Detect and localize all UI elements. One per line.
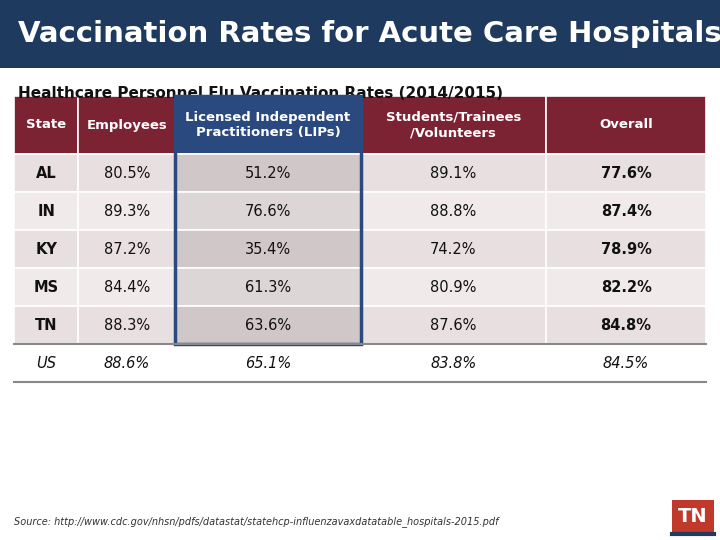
- Bar: [546, 230, 706, 268]
- Text: 84.4%: 84.4%: [104, 280, 150, 294]
- Bar: [175, 230, 361, 268]
- Text: Healthcare Personnel Flu Vaccination Rates (2014/2015): Healthcare Personnel Flu Vaccination Rat…: [18, 86, 503, 101]
- Bar: [78, 344, 175, 382]
- Bar: [361, 154, 546, 192]
- Text: Vaccination Rates for Acute Care Hospitals: Vaccination Rates for Acute Care Hospita…: [18, 20, 720, 48]
- Text: Overall: Overall: [599, 118, 653, 132]
- Bar: [175, 344, 361, 382]
- Text: Students/Trainees
/Volunteers: Students/Trainees /Volunteers: [386, 111, 521, 139]
- Bar: [361, 268, 546, 306]
- Bar: [361, 344, 546, 382]
- Bar: [546, 192, 706, 230]
- Text: 51.2%: 51.2%: [245, 165, 291, 180]
- Text: 82.2%: 82.2%: [600, 280, 652, 294]
- Bar: [78, 192, 175, 230]
- Bar: [672, 500, 714, 534]
- Text: 80.5%: 80.5%: [104, 165, 150, 180]
- Text: 89.3%: 89.3%: [104, 204, 150, 219]
- Text: State: State: [26, 118, 66, 132]
- Text: 61.3%: 61.3%: [245, 280, 291, 294]
- Text: 83.8%: 83.8%: [431, 355, 477, 370]
- Text: Licensed Independent
Practitioners (LIPs): Licensed Independent Practitioners (LIPs…: [186, 111, 351, 139]
- Text: 87.2%: 87.2%: [104, 241, 150, 256]
- Text: 88.3%: 88.3%: [104, 318, 150, 333]
- Bar: [14, 96, 78, 154]
- Bar: [175, 268, 361, 306]
- Bar: [175, 192, 361, 230]
- Bar: [14, 344, 78, 382]
- Bar: [14, 230, 78, 268]
- Text: 74.2%: 74.2%: [430, 241, 477, 256]
- Bar: [14, 192, 78, 230]
- Text: TN: TN: [678, 507, 708, 525]
- Bar: [175, 154, 361, 192]
- Text: 63.6%: 63.6%: [245, 318, 291, 333]
- Bar: [546, 268, 706, 306]
- Bar: [78, 230, 175, 268]
- Bar: [0, 0, 720, 68]
- Text: 84.8%: 84.8%: [600, 318, 652, 333]
- Bar: [361, 192, 546, 230]
- Text: 89.1%: 89.1%: [431, 165, 477, 180]
- Bar: [78, 154, 175, 192]
- Text: 78.9%: 78.9%: [600, 241, 652, 256]
- Bar: [175, 96, 361, 344]
- Bar: [361, 230, 546, 268]
- Bar: [14, 268, 78, 306]
- Text: TN: TN: [35, 318, 58, 333]
- Text: 80.9%: 80.9%: [431, 280, 477, 294]
- Bar: [546, 344, 706, 382]
- Bar: [361, 96, 546, 154]
- Bar: [175, 306, 361, 344]
- Text: 87.6%: 87.6%: [431, 318, 477, 333]
- Bar: [78, 96, 175, 154]
- Bar: [361, 306, 546, 344]
- Bar: [78, 268, 175, 306]
- Bar: [546, 154, 706, 192]
- Text: 76.6%: 76.6%: [245, 204, 291, 219]
- Text: Employees: Employees: [86, 118, 167, 132]
- Bar: [14, 306, 78, 344]
- Text: MS: MS: [34, 280, 59, 294]
- Text: 88.6%: 88.6%: [104, 355, 150, 370]
- Text: 84.5%: 84.5%: [603, 355, 649, 370]
- Text: 77.6%: 77.6%: [600, 165, 652, 180]
- Text: AL: AL: [36, 165, 57, 180]
- Bar: [175, 96, 361, 154]
- Bar: [546, 306, 706, 344]
- Bar: [14, 154, 78, 192]
- Text: US: US: [36, 355, 56, 370]
- Bar: [546, 96, 706, 154]
- Text: 88.8%: 88.8%: [431, 204, 477, 219]
- Text: 35.4%: 35.4%: [245, 241, 291, 256]
- Text: 65.1%: 65.1%: [245, 355, 291, 370]
- Bar: [78, 306, 175, 344]
- Text: 87.4%: 87.4%: [600, 204, 652, 219]
- Text: IN: IN: [37, 204, 55, 219]
- Text: Source: http://www.cdc.gov/nhsn/pdfs/datastat/statehcp-influenzavaxdatatable_hos: Source: http://www.cdc.gov/nhsn/pdfs/dat…: [14, 517, 498, 528]
- Text: KY: KY: [35, 241, 57, 256]
